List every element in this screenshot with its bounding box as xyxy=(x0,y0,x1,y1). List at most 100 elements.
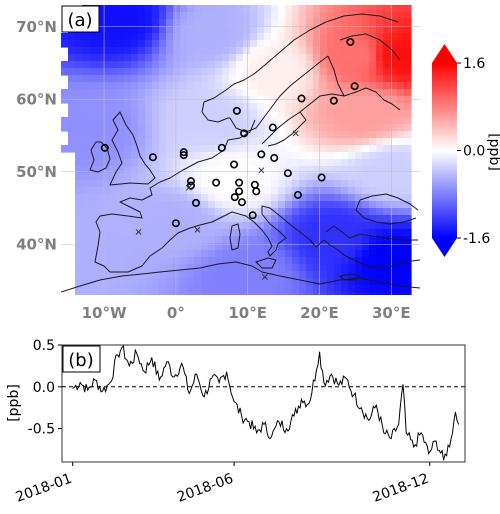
field-cell xyxy=(397,75,405,83)
field-cell xyxy=(264,19,272,27)
field-cell xyxy=(250,110,258,118)
field-cell xyxy=(222,187,230,195)
field-cell xyxy=(327,47,335,55)
field-cell xyxy=(257,250,265,258)
field-cell xyxy=(334,110,342,118)
field-cell xyxy=(313,40,321,48)
field-cell xyxy=(348,12,356,20)
field-cell xyxy=(383,54,391,62)
field-cell xyxy=(194,166,202,174)
field-cell xyxy=(166,229,174,237)
field-cell xyxy=(131,89,139,97)
field-cell xyxy=(180,47,188,55)
field-cell xyxy=(152,40,160,48)
field-cell xyxy=(362,145,370,153)
field-cell xyxy=(103,250,111,258)
field-cell xyxy=(306,54,314,62)
field-cell xyxy=(348,180,356,188)
field-cell xyxy=(194,68,202,76)
field-cell xyxy=(180,208,188,216)
field-cell xyxy=(348,89,356,97)
field-cell xyxy=(89,131,97,139)
field-cell xyxy=(397,173,405,181)
field-cell xyxy=(194,208,202,216)
field-cell xyxy=(250,243,258,251)
field-cell xyxy=(327,75,335,83)
field-cell xyxy=(397,82,405,90)
field-cell xyxy=(229,19,237,27)
field-cell xyxy=(166,89,174,97)
station-circle-marker xyxy=(230,160,239,169)
field-cell xyxy=(180,180,188,188)
field-cell xyxy=(313,194,321,202)
field-cell xyxy=(271,82,279,90)
field-cell xyxy=(390,124,398,132)
field-cell xyxy=(264,131,272,139)
field-cell xyxy=(397,26,405,34)
field-cell xyxy=(166,173,174,181)
colorbar-tick-label: -1.6 xyxy=(463,231,490,247)
field-cell xyxy=(138,19,146,27)
field-cell xyxy=(131,152,139,160)
field-cell xyxy=(313,278,321,286)
field-cell xyxy=(306,96,314,104)
field-cell xyxy=(187,194,195,202)
field-cell xyxy=(334,61,342,69)
field-cell xyxy=(299,194,307,202)
panel-b-tag: (b) xyxy=(68,350,93,371)
field-cell xyxy=(96,215,104,223)
field-cell xyxy=(131,33,139,41)
field-cell xyxy=(320,271,328,279)
field-cell xyxy=(299,12,307,20)
field-cell xyxy=(334,180,342,188)
field-cell xyxy=(341,68,349,76)
field-cell xyxy=(292,264,300,272)
field-cell xyxy=(117,89,125,97)
field-cell xyxy=(138,26,146,34)
field-cell xyxy=(299,110,307,118)
field-cell xyxy=(229,264,237,272)
field-cell xyxy=(362,187,370,195)
field-cell xyxy=(250,68,258,76)
field-cell xyxy=(208,159,216,167)
field-cell xyxy=(390,243,398,251)
field-cell xyxy=(82,68,90,76)
field-cell xyxy=(271,201,279,209)
field-cell xyxy=(257,19,265,27)
cross-stroke xyxy=(135,228,142,235)
field-cell xyxy=(264,40,272,48)
field-cell xyxy=(131,257,139,265)
field-cell xyxy=(390,82,398,90)
field-cell xyxy=(173,96,181,104)
station-circle-marker xyxy=(148,153,157,162)
field-cell xyxy=(201,173,209,181)
field-cell xyxy=(117,5,125,13)
field-cell xyxy=(341,152,349,160)
field-cell xyxy=(145,271,153,279)
field-cell xyxy=(229,12,237,20)
field-cell xyxy=(383,257,391,265)
field-cell xyxy=(215,68,223,76)
field-cell xyxy=(75,54,83,62)
field-cell xyxy=(313,54,321,62)
field-cell xyxy=(292,145,300,153)
field-cell xyxy=(376,152,384,160)
field-cell xyxy=(201,243,209,251)
field-cell xyxy=(362,229,370,237)
field-cell xyxy=(390,19,398,27)
field-cell xyxy=(152,124,160,132)
field-cell xyxy=(285,229,293,237)
coast-baltic xyxy=(261,87,401,147)
field-cell xyxy=(285,54,293,62)
field-cell xyxy=(355,187,363,195)
field-cell xyxy=(334,47,342,55)
field-cell xyxy=(159,138,167,146)
field-cell xyxy=(159,208,167,216)
field-cell xyxy=(271,33,279,41)
field-cell xyxy=(152,215,160,223)
field-cell xyxy=(131,26,139,34)
station-markers xyxy=(100,37,359,280)
field-cell xyxy=(138,243,146,251)
field-cell xyxy=(355,278,363,286)
field-cell xyxy=(201,215,209,223)
